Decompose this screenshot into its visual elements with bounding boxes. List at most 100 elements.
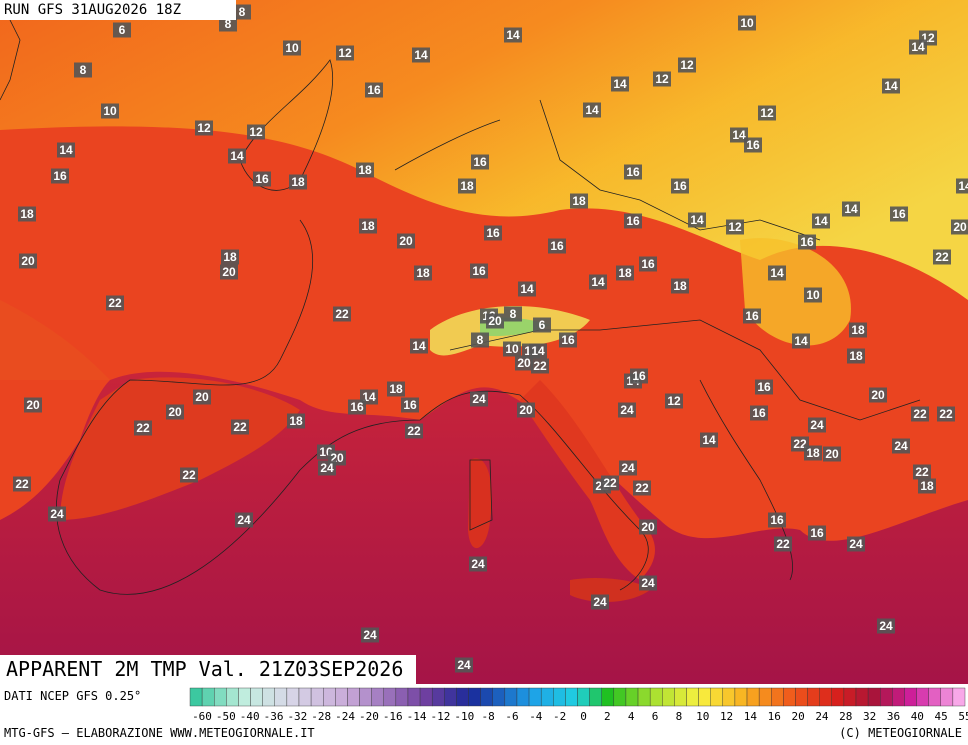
legend-swatch bbox=[783, 687, 796, 707]
label-text: 14 bbox=[844, 202, 858, 216]
label-text: 14 bbox=[794, 334, 808, 348]
temp-label: 20 bbox=[823, 446, 841, 462]
label-text: 14 bbox=[690, 213, 704, 227]
label-text: 20 bbox=[517, 356, 531, 370]
label-box bbox=[74, 62, 92, 78]
legend-swatch bbox=[746, 687, 760, 707]
label-text: 20 bbox=[222, 265, 236, 279]
label-text: 24 bbox=[50, 507, 64, 521]
temp-label: 18 bbox=[671, 278, 689, 294]
temp-label: 14 bbox=[768, 265, 786, 281]
label-box bbox=[235, 512, 253, 528]
temp-label: 14 bbox=[909, 39, 927, 55]
legend-swatch bbox=[892, 687, 905, 707]
label-box bbox=[455, 657, 473, 673]
temp-label: 20 bbox=[486, 313, 504, 329]
label-box bbox=[533, 317, 551, 333]
label-box bbox=[19, 253, 37, 269]
temp-label: 12 bbox=[653, 71, 671, 87]
legend-swatch bbox=[347, 687, 360, 707]
temp-label: 22 bbox=[106, 295, 124, 311]
label-box bbox=[221, 249, 239, 265]
label-box bbox=[913, 464, 931, 480]
label-box bbox=[678, 57, 696, 73]
label-box bbox=[469, 556, 487, 572]
label-text: 16 bbox=[472, 264, 486, 278]
label-text: 16 bbox=[403, 398, 417, 412]
legend-swatch bbox=[540, 687, 554, 707]
label-box bbox=[849, 322, 867, 338]
temp-label: 8 bbox=[471, 332, 489, 348]
label-box bbox=[287, 413, 305, 429]
legend-swatch bbox=[480, 687, 493, 707]
legend-swatch bbox=[323, 687, 336, 707]
label-box bbox=[247, 124, 265, 140]
label-box bbox=[106, 295, 124, 311]
temp-label: 14 bbox=[57, 142, 75, 158]
label-box bbox=[792, 333, 810, 349]
label-text: 14 bbox=[958, 179, 968, 193]
label-text: 14 bbox=[414, 48, 428, 62]
label-box bbox=[283, 40, 301, 56]
temp-label: 14 bbox=[589, 274, 607, 290]
temp-label: 20 bbox=[517, 402, 535, 418]
label-text: 22 bbox=[407, 424, 421, 438]
temp-label: 18 bbox=[18, 206, 36, 222]
temp-label: 14 bbox=[812, 213, 830, 229]
label-text: 24 bbox=[457, 658, 471, 672]
temp-label: 14 bbox=[700, 432, 718, 448]
temp-label: 18 bbox=[849, 322, 867, 338]
label-text: 14 bbox=[59, 143, 73, 157]
temp-label: 12 bbox=[726, 219, 744, 235]
label-box bbox=[951, 219, 968, 235]
temp-label: 18 bbox=[289, 174, 307, 190]
label-box bbox=[518, 281, 536, 297]
legend-swatch bbox=[843, 687, 857, 707]
label-box bbox=[166, 404, 184, 420]
label-box bbox=[471, 154, 489, 170]
temp-label: 14 bbox=[518, 281, 536, 297]
legend-swatch bbox=[795, 687, 808, 707]
label-text: 24 bbox=[471, 557, 485, 571]
temp-label: 14 bbox=[730, 127, 748, 143]
label-text: 22 bbox=[793, 437, 807, 451]
legend-swatch bbox=[419, 687, 433, 707]
label-text: 20 bbox=[21, 254, 35, 268]
temp-label: 16 bbox=[630, 368, 648, 384]
label-text: 24 bbox=[363, 628, 377, 642]
legend-swatch bbox=[698, 687, 711, 707]
legend-swatch bbox=[928, 687, 941, 707]
legend-tick-label: 12 bbox=[720, 710, 733, 723]
temp-label: 20 bbox=[220, 264, 238, 280]
label-box bbox=[231, 419, 249, 435]
legend-tick-label: 0 bbox=[580, 710, 587, 723]
legend-swatch bbox=[577, 687, 590, 707]
label-box bbox=[665, 393, 683, 409]
label-text: 10 bbox=[505, 342, 519, 356]
temp-label: 16 bbox=[808, 525, 826, 541]
label-text: 22 bbox=[603, 476, 617, 490]
label-text: 24 bbox=[320, 461, 334, 475]
temp-label: 14 bbox=[529, 343, 547, 359]
legend-tick-label: 24 bbox=[815, 710, 829, 723]
run-label: RUN GFS 31AUG2026 18Z bbox=[4, 2, 181, 18]
temp-label: 24 bbox=[618, 402, 636, 418]
label-box bbox=[289, 174, 307, 190]
label-box bbox=[193, 389, 211, 405]
temp-label: 16 bbox=[890, 206, 908, 222]
label-box bbox=[51, 168, 69, 184]
legend-swatch bbox=[298, 687, 312, 707]
label-box bbox=[531, 358, 549, 374]
label-box bbox=[730, 127, 748, 143]
legend-swatch bbox=[492, 687, 506, 707]
temp-label: 20 bbox=[639, 519, 657, 535]
label-text: 22 bbox=[533, 359, 547, 373]
temp-label: 22 bbox=[937, 406, 955, 422]
legend-tick-label: 36 bbox=[887, 710, 900, 723]
legend-swatch bbox=[686, 687, 699, 707]
label-text: 12 bbox=[655, 72, 669, 86]
legend-swatch bbox=[807, 687, 820, 707]
legend-tick-label: 2 bbox=[604, 710, 611, 723]
temp-label: 22 bbox=[333, 306, 351, 322]
label-text: 24 bbox=[641, 576, 655, 590]
